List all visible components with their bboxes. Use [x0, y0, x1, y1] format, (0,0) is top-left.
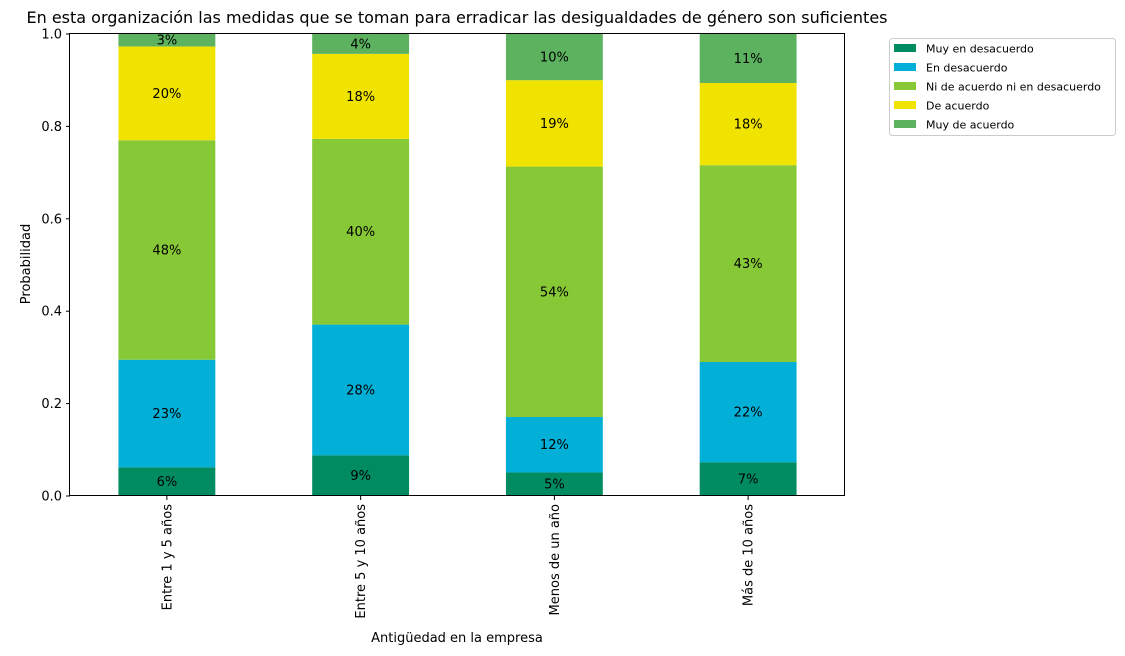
y-tick-label: 0.0 [41, 490, 62, 505]
data-label: 5% [544, 478, 565, 493]
x-tick-label: Entre 5 y 10 años [354, 504, 369, 619]
data-label: 43% [734, 257, 763, 272]
data-label: 20% [152, 87, 181, 102]
x-tick-label: Entre 1 y 5 años [160, 504, 175, 611]
bar-segment [505, 34, 603, 81]
bar-segment [118, 359, 216, 468]
bar-segment [312, 34, 410, 54]
data-label: 11% [734, 52, 763, 67]
data-label: 6% [157, 475, 178, 490]
bar-segment [118, 46, 216, 141]
legend-label: Muy de acuerdo [926, 119, 1015, 132]
legend: Muy en desacuerdo En desacuerdo Ni de acue… [889, 38, 1116, 136]
data-label: 22% [734, 406, 763, 421]
y-axis: 0.0 0.2 0.4 0.6 0.8 1.0 [41, 28, 70, 505]
legend-swatch [894, 82, 916, 90]
legend-label: En desacuerdo [926, 62, 1008, 75]
bar-segment [505, 80, 603, 167]
data-label: 12% [540, 438, 569, 453]
data-label: 48% [152, 243, 181, 258]
data-label: 10% [540, 51, 569, 66]
plot-frame [69, 33, 845, 496]
data-label: 54% [540, 285, 569, 300]
data-label: 9% [350, 469, 371, 484]
bar-segment [505, 417, 603, 473]
bar-segment [699, 165, 797, 363]
legend-swatch [894, 120, 916, 128]
legend-items: Muy en desacuerdo En desacuerdo Ni de acue… [894, 43, 1101, 132]
y-axis-label: Probabilidad [19, 224, 34, 304]
bar-segment [505, 472, 603, 496]
data-label: 3% [157, 34, 178, 49]
y-tick-label: 1.0 [41, 28, 62, 43]
legend-swatch [894, 101, 916, 109]
y-tick-label: 0.8 [41, 120, 62, 135]
bar-segment [312, 455, 410, 496]
x-tick-label: Más de 10 años [742, 504, 757, 606]
data-label: 18% [734, 118, 763, 133]
legend-label: De acuerdo [926, 100, 990, 113]
data-label: 18% [346, 90, 375, 105]
plot-area: 6% 23% 48% 20% 3% 9% 28% 40% 18% 4% 5% 12% 54% 19% 10%… [118, 34, 797, 496]
bar-segment [699, 82, 797, 166]
data-label: 28% [346, 383, 375, 398]
x-axis: Entre 1 y 5 años Entre 5 y 10 años Menos d… [160, 496, 757, 619]
data-label: 23% [152, 407, 181, 422]
bar-segment [699, 462, 797, 496]
bar-segment [118, 34, 216, 47]
data-label: 7% [738, 473, 759, 488]
bar-segment [699, 362, 797, 463]
bar-segment [505, 166, 603, 417]
legend-label: Muy en desacuerdo [926, 43, 1034, 56]
bar-segment [312, 53, 410, 139]
y-tick-label: 0.2 [41, 397, 62, 412]
data-label: 4% [350, 37, 371, 52]
legend-frame [889, 38, 1116, 136]
legend-swatch [894, 44, 916, 52]
x-axis-label: Antigüedad en la empresa [371, 631, 543, 646]
bar-segment [699, 34, 797, 83]
data-label: 40% [346, 225, 375, 240]
data-label: 19% [540, 117, 569, 132]
x-tick-label: Menos de un año [548, 504, 563, 616]
chart-title: En esta organización las medidas que se … [27, 8, 888, 27]
bar-segment [118, 467, 216, 496]
legend-label: Ni de acuerdo ni en desacuerdo [926, 81, 1101, 94]
bar-segment [312, 138, 410, 325]
legend-swatch [894, 63, 916, 71]
bar-segment [312, 324, 410, 456]
y-tick-label: 0.4 [41, 305, 62, 320]
bar-segment [118, 140, 216, 360]
y-tick-label: 0.6 [41, 212, 62, 227]
